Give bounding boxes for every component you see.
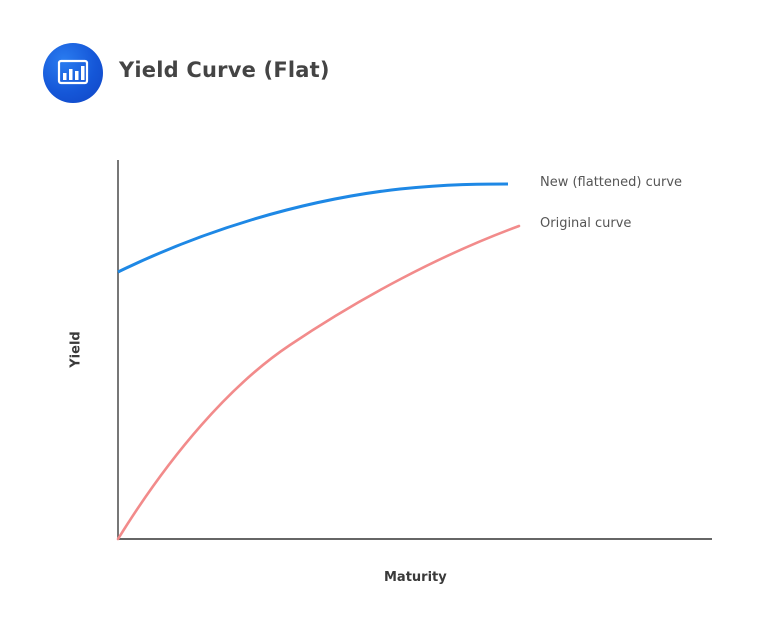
legend-new-curve: New (flattened) curve [540, 175, 683, 190]
original-curve-line [116, 224, 521, 541]
bar-chart-icon [43, 43, 103, 103]
new-curve-line [117, 182, 509, 274]
legend-original-curve: Original curve [540, 216, 632, 231]
page-title: Yield Curve (Flat) [119, 58, 330, 82]
x-axis-label: Maturity [384, 570, 447, 585]
y-axis-label: Yield [68, 331, 84, 368]
